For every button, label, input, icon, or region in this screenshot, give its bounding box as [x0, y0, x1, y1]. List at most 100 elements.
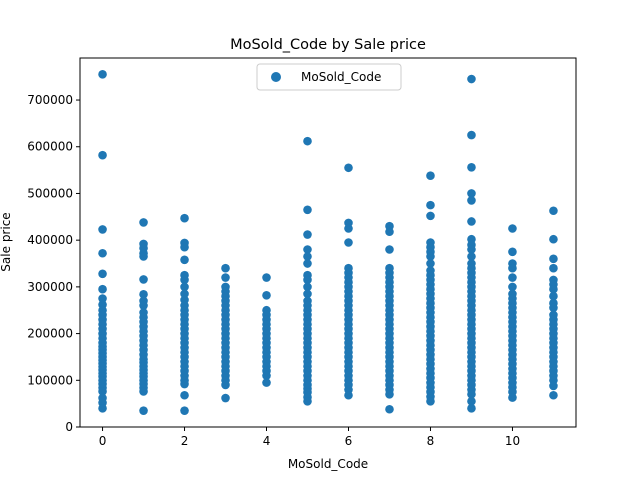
- data-point: [344, 224, 353, 233]
- data-point: [467, 397, 476, 406]
- data-point: [139, 275, 148, 284]
- data-point: [98, 70, 107, 79]
- data-point: [467, 189, 476, 198]
- y-tick-label: 600000: [27, 140, 73, 154]
- data-point: [467, 217, 476, 226]
- legend-box: [256, 63, 402, 91]
- data-point: [467, 196, 476, 205]
- x-tick-label: 10: [505, 434, 520, 448]
- data-point: [426, 171, 435, 181]
- data-point: [221, 273, 230, 282]
- data-point: [262, 273, 271, 282]
- data-point: [467, 163, 476, 172]
- data-point: [467, 252, 476, 261]
- data-point: [549, 291, 558, 301]
- legend-marker: [271, 72, 281, 82]
- data-point: [467, 245, 476, 254]
- y-tick-label: 300000: [27, 280, 73, 294]
- legend: MoSold_Code: [256, 63, 402, 91]
- data-point: [508, 393, 517, 402]
- data-point: [139, 301, 148, 310]
- data-point: [98, 269, 107, 279]
- data-point: [262, 378, 271, 387]
- data-point: [467, 130, 476, 140]
- data-point: [385, 390, 394, 399]
- data-point: [426, 252, 435, 261]
- data-point: [221, 380, 230, 390]
- data-point: [98, 150, 107, 160]
- data-point: [508, 282, 517, 292]
- data-point: [221, 263, 230, 273]
- data-point: [303, 259, 312, 268]
- data-point: [180, 282, 189, 292]
- data-point: [221, 393, 230, 403]
- data-point: [467, 404, 476, 413]
- data-point: [344, 238, 353, 247]
- data-point: [508, 263, 517, 273]
- data-point: [467, 390, 476, 399]
- x-tick-label: 0: [99, 434, 107, 448]
- x-tick-label: 6: [345, 434, 353, 448]
- x-tick-label: 4: [263, 434, 271, 448]
- data-point: [426, 397, 435, 406]
- data-point: [180, 275, 189, 285]
- data-point: [303, 245, 312, 254]
- data-point: [467, 74, 476, 84]
- data-point: [262, 371, 271, 380]
- data-point: [344, 390, 353, 400]
- data-point: [426, 200, 435, 210]
- data-point: [426, 211, 435, 221]
- data-point: [180, 242, 189, 252]
- data-point: [549, 303, 558, 313]
- y-tick-label: 500000: [27, 186, 73, 200]
- data-point: [508, 247, 517, 257]
- data-point: [385, 245, 394, 254]
- data-point: [549, 284, 558, 294]
- data-point: [508, 273, 517, 282]
- data-point: [303, 275, 312, 285]
- data-point: [303, 282, 312, 292]
- data-point: [303, 397, 312, 406]
- data-point: [303, 136, 312, 146]
- chart-title: MoSold_Code by Sale price: [230, 37, 426, 53]
- data-point: [426, 259, 435, 268]
- data-point: [549, 254, 558, 264]
- data-point: [98, 387, 107, 396]
- data-points: [98, 70, 558, 415]
- y-tick-label: 200000: [27, 327, 73, 341]
- y-axis-label: Sale price: [0, 212, 13, 271]
- data-point: [508, 224, 517, 233]
- data-point: [303, 252, 312, 261]
- plot-frame: [79, 57, 577, 428]
- y-tick-label: 700000: [27, 93, 73, 107]
- data-point: [303, 289, 312, 299]
- data-point: [303, 230, 312, 239]
- y-tick-label: 0: [65, 420, 73, 434]
- data-point: [549, 206, 558, 216]
- data-point: [344, 163, 353, 173]
- data-point: [385, 227, 394, 237]
- data-point: [98, 294, 107, 303]
- data-point: [98, 248, 107, 258]
- data-point: [139, 290, 148, 299]
- data-point: [180, 213, 189, 223]
- y-tick-label: 100000: [27, 373, 73, 387]
- data-point: [180, 289, 189, 299]
- data-point: [139, 387, 148, 396]
- data-point: [98, 284, 107, 294]
- data-point: [180, 379, 189, 389]
- data-point: [139, 252, 148, 261]
- data-point: [549, 234, 558, 244]
- data-point: [139, 218, 148, 227]
- data-point: [180, 406, 189, 415]
- x-tick-label: 8: [427, 434, 435, 448]
- data-point: [549, 381, 558, 391]
- data-point: [98, 225, 107, 234]
- x-axis-ticks: 0 2 4 6 8 10: [99, 427, 520, 448]
- data-point: [180, 390, 189, 400]
- data-point: [385, 404, 394, 414]
- data-point: [549, 263, 558, 273]
- x-tick-label: 2: [181, 434, 189, 448]
- data-point: [180, 255, 189, 265]
